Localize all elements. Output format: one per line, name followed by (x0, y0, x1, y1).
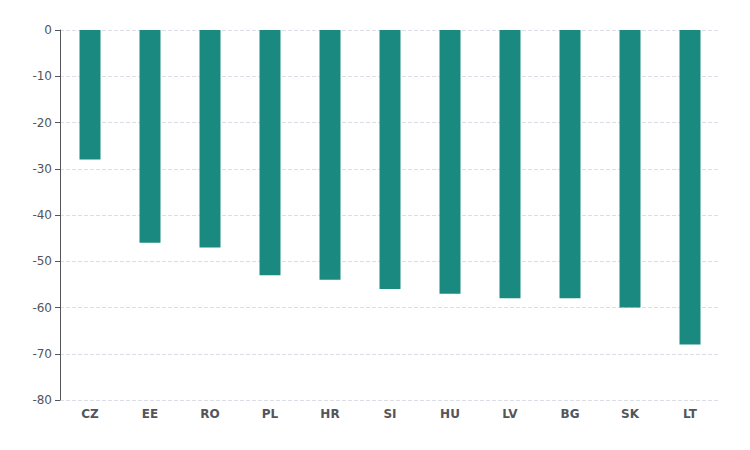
svg-text:0: 0 (44, 23, 52, 37)
svg-text:LT: LT (683, 407, 698, 421)
svg-text:LV: LV (502, 407, 518, 421)
svg-text:-40: -40 (32, 208, 52, 222)
svg-text:-30: -30 (32, 162, 52, 176)
svg-text:CZ: CZ (81, 407, 99, 421)
svg-text:SI: SI (383, 407, 396, 421)
svg-text:-10: -10 (32, 69, 52, 83)
svg-text:RO: RO (200, 407, 219, 421)
svg-text:-70: -70 (32, 347, 52, 361)
svg-text:SK: SK (621, 407, 640, 421)
svg-text:HR: HR (320, 407, 339, 421)
svg-text:BG: BG (561, 407, 580, 421)
svg-text:-20: -20 (32, 116, 52, 130)
svg-text:EE: EE (142, 407, 158, 421)
svg-text:-50: -50 (32, 254, 52, 268)
svg-text:-80: -80 (32, 393, 52, 407)
svg-text:HU: HU (440, 407, 460, 421)
svg-text:PL: PL (262, 407, 279, 421)
svg-text:-60: -60 (32, 301, 52, 315)
